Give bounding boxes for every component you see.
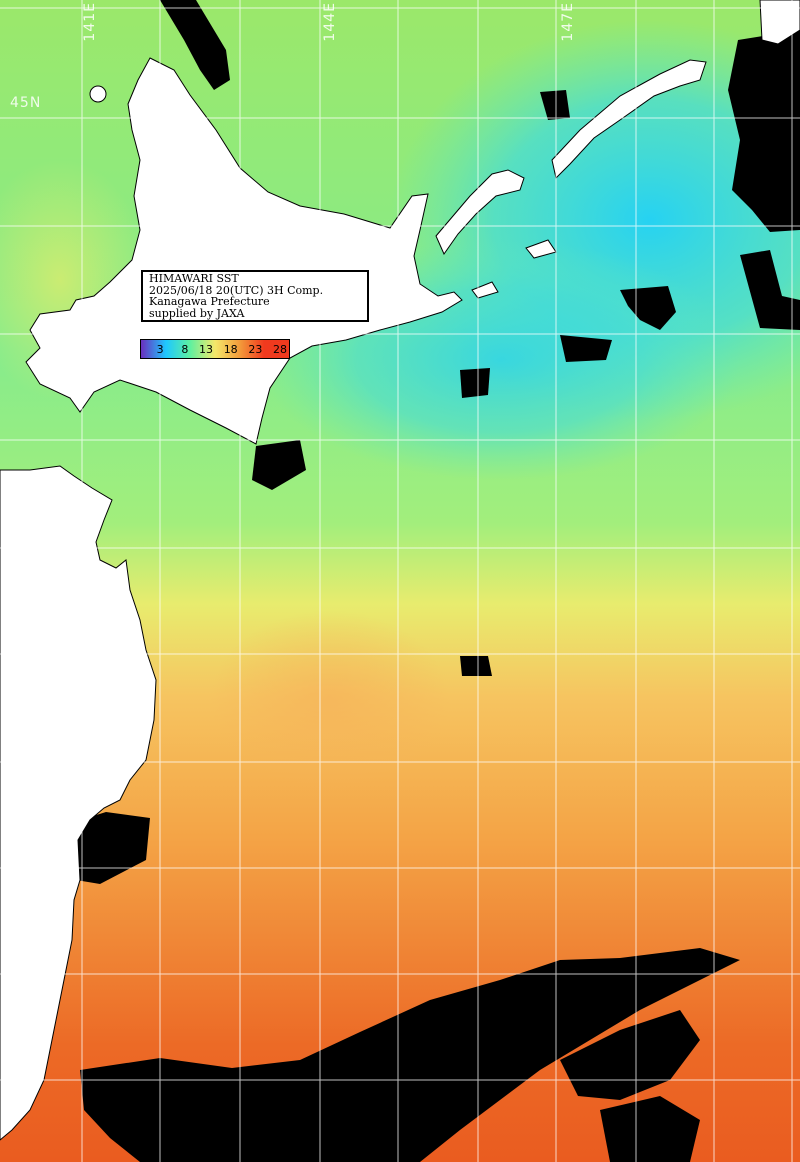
- info-supplier: supplied by JAXA: [149, 306, 245, 320]
- color-bar-segment: 23: [239, 340, 265, 358]
- color-bar-tick-label: 18: [223, 342, 238, 356]
- color-bar-segment: 28: [264, 340, 290, 358]
- warm-eddy: [210, 610, 450, 790]
- color-bar-segment: 8: [165, 340, 191, 358]
- color-bar-tick-label: 13: [199, 342, 214, 356]
- hokkaido: [25, 57, 463, 445]
- color-bar-tick-label: 23: [248, 342, 263, 356]
- info-box: HIMAWARI SST 2025/06/18 20(UTC) 3H Comp.…: [141, 270, 369, 322]
- info-datetime: 2025/06/18 20(UTC) 3H Comp.: [149, 283, 324, 297]
- color-bar-segment: 13: [190, 340, 216, 358]
- sakhalin-tip: [759, 0, 800, 45]
- info-prefecture: Kanagawa Prefecture: [149, 295, 270, 308]
- color-bar-segment: 18: [215, 340, 240, 358]
- lon-label-144e: 144E: [322, 2, 338, 42]
- rishiri-island: [89, 85, 107, 103]
- color-bar-tick-label: 8: [181, 342, 189, 356]
- color-bar-segment: 3: [141, 340, 166, 358]
- color-bar-tick-label: 28: [273, 342, 288, 356]
- honshu-tohoku: [0, 465, 157, 1141]
- cloud-mask: [74, 0, 800, 1162]
- lon-label-141e: 141E: [82, 2, 98, 42]
- color-bar: 3 8 13 18 23 28: [140, 339, 290, 359]
- color-bar-tick-label: 3: [156, 342, 164, 356]
- etorofu-island: [551, 59, 707, 179]
- lat-label-45n: 45N: [10, 95, 42, 111]
- kunashiri-island: [435, 169, 525, 256]
- info-title: HIMAWARI SST: [149, 272, 239, 285]
- lon-label-147e: 147E: [560, 2, 576, 42]
